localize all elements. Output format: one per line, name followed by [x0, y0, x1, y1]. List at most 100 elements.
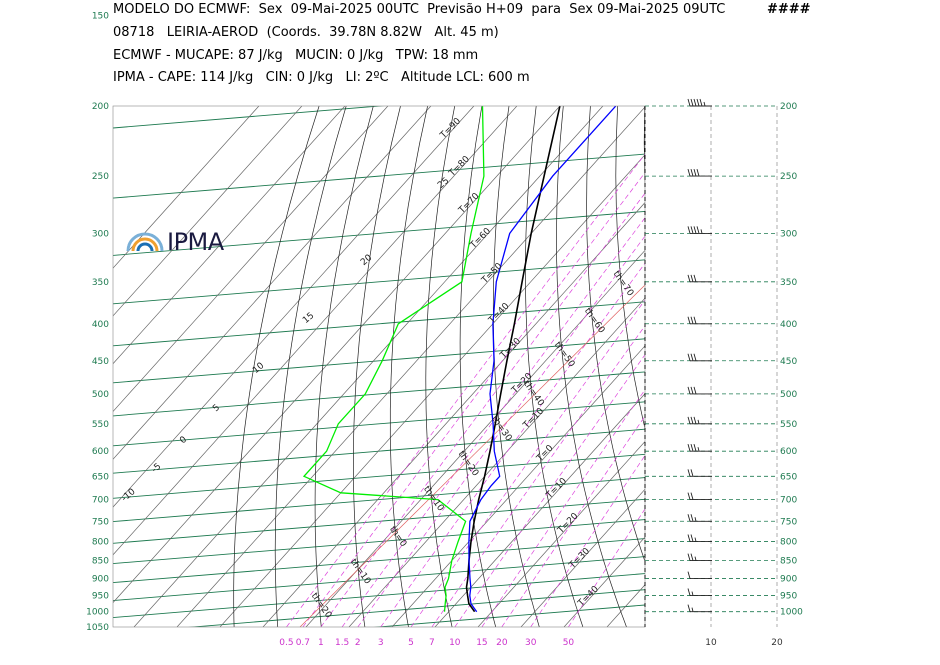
mixing-ratio-label: 1.5: [335, 638, 349, 648]
wind-barb: [687, 168, 712, 177]
isobar-line: [113, 573, 645, 619]
wind-barb-flag: [687, 98, 691, 107]
wind-barb-flag: [687, 386, 691, 395]
wind-barb-half-flag: [691, 607, 694, 612]
wind-barb-flag: [693, 386, 697, 395]
isotherm-line: [477, 440, 645, 627]
pressure-tick-label-right: 350: [780, 278, 797, 288]
pressure-tick-label-right: 500: [780, 390, 797, 400]
ipma-logo-text: IPMA: [167, 228, 224, 256]
isotherm-line: [262, 202, 645, 627]
moist-adiabat-label: 10: [251, 361, 266, 376]
wind-barb-flag: [699, 98, 703, 107]
dry-adiabat-line: [643, 106, 645, 190]
pressure-tick-label-right: 850: [780, 557, 797, 567]
moist-adiabat-label: 15: [301, 311, 316, 326]
wind-barb: [687, 469, 712, 477]
wind-barb-flag: [687, 604, 691, 612]
isotherm-line: [305, 249, 645, 627]
isotherm-line: [391, 345, 645, 627]
mixing-ratio-label: 1: [318, 638, 324, 648]
wind-barb-flag: [687, 316, 691, 324]
wind-barb-flag: [690, 353, 694, 361]
wind-barb-flag: [690, 492, 694, 500]
isobar-line: [113, 106, 385, 129]
wind-barb-flag: [693, 98, 697, 107]
wind-barb-half-flag: [694, 556, 697, 561]
isotherm-line: [113, 106, 389, 412]
isotherm-line: [133, 106, 604, 627]
wind-speed-label: 10: [705, 638, 717, 648]
dry-adiabat-line: [492, 106, 540, 627]
wind-barb-flag: [687, 588, 691, 596]
dry-adiabat-line: [726, 106, 888, 627]
mixing-ratio-label: 15: [476, 638, 487, 648]
pressure-tick-label-right: 800: [780, 538, 797, 548]
pressure-tick-label-left: 550: [92, 420, 109, 430]
moist-adiabat-label: 25: [436, 176, 451, 191]
wind-barb-flag: [690, 316, 694, 324]
mixing-ratio-label: 10: [449, 638, 461, 648]
wind-barb-flag: [693, 353, 697, 361]
pressure-tick-label-right: 300: [780, 229, 797, 239]
isotherm-line: [113, 106, 303, 317]
pressure-tick-label-left: 850: [92, 557, 109, 567]
mixing-ratio-line: [320, 192, 645, 627]
pressure-tick-label-right: 250: [780, 172, 797, 182]
pressure-tick-label-left: 700: [92, 496, 109, 506]
wind-barb: [687, 416, 712, 425]
wind-barb-flag: [690, 168, 694, 177]
moist-adiabat-label: 20: [359, 253, 374, 268]
pressure-tick-label-left: 450: [92, 357, 109, 367]
pressure-tick-label-right: 1000: [780, 608, 803, 618]
mixing-ratio-line: [341, 217, 645, 627]
wind-barb-half-flag: [700, 229, 703, 234]
mixing-ratio-line: [454, 354, 645, 627]
wind-barb-flag: [696, 168, 700, 177]
mixing-ratio-line: [530, 454, 645, 627]
wind-barb: [687, 492, 712, 501]
wind-barb-flag: [690, 416, 694, 424]
pressure-tick-label-right: 900: [780, 575, 797, 585]
moist-adiabat-label: 5: [211, 403, 222, 414]
isobar-line: [113, 153, 645, 199]
pressure-tick-label-left: 1050: [86, 623, 109, 633]
isotherm-line: [606, 584, 645, 627]
wind-barb: [687, 534, 712, 543]
wind-barb-half-flag: [694, 537, 697, 542]
header-station: 08718 LEIRIA-AEROD (Coords. 39.78N 8.82W…: [113, 25, 499, 40]
isotherm-line: [113, 106, 518, 556]
pressure-tick-label-left: 300: [92, 229, 109, 239]
dry-adiabat-line: [525, 106, 584, 627]
isobar-line: [113, 477, 645, 523]
pressure-tick-label-left: 1000: [86, 608, 109, 618]
pressure-tick-label-left: 600: [92, 447, 109, 457]
header-ipma-indices: IPMA - CAPE: 114 J/kg CIN: 0 J/kg LI: 2º…: [113, 70, 530, 85]
wind-barb-flag: [693, 274, 697, 282]
wind-barb-flag: [690, 274, 694, 282]
header-model-run: MODELO DO ECMWF: Sex 09-Mai-2025 00UTC P…: [113, 2, 726, 17]
wind-barb: [687, 226, 712, 234]
isotherm-label: T=20: [555, 511, 580, 536]
pressure-tick-label-left: 400: [92, 320, 109, 330]
isotherm-line: [113, 106, 561, 604]
dry-adiabat-line: [615, 106, 645, 430]
isobar-line: [113, 453, 645, 499]
wind-barb-flag: [687, 469, 691, 477]
ipma-logo-icon: [126, 232, 164, 252]
dry-adiabat-line: [233, 106, 320, 627]
isotherm-label: T=90: [438, 116, 463, 141]
isotherm-line: [563, 536, 645, 627]
isotherm-line: [219, 154, 645, 627]
isobar-line: [113, 519, 645, 565]
pressure-tick-label-right: 200: [780, 102, 797, 112]
isobar-line: [373, 604, 645, 627]
isobar-line: [113, 498, 645, 544]
pressure-tick-label-left: 750: [92, 517, 109, 527]
wind-barb-flag: [687, 492, 691, 500]
mixing-ratio-label: 5: [408, 638, 414, 648]
isotherm-label: T=30: [567, 546, 592, 571]
mixing-ratio-line: [380, 262, 645, 627]
wind-barb-flag: [690, 386, 694, 395]
isotherm-line: [176, 106, 645, 627]
